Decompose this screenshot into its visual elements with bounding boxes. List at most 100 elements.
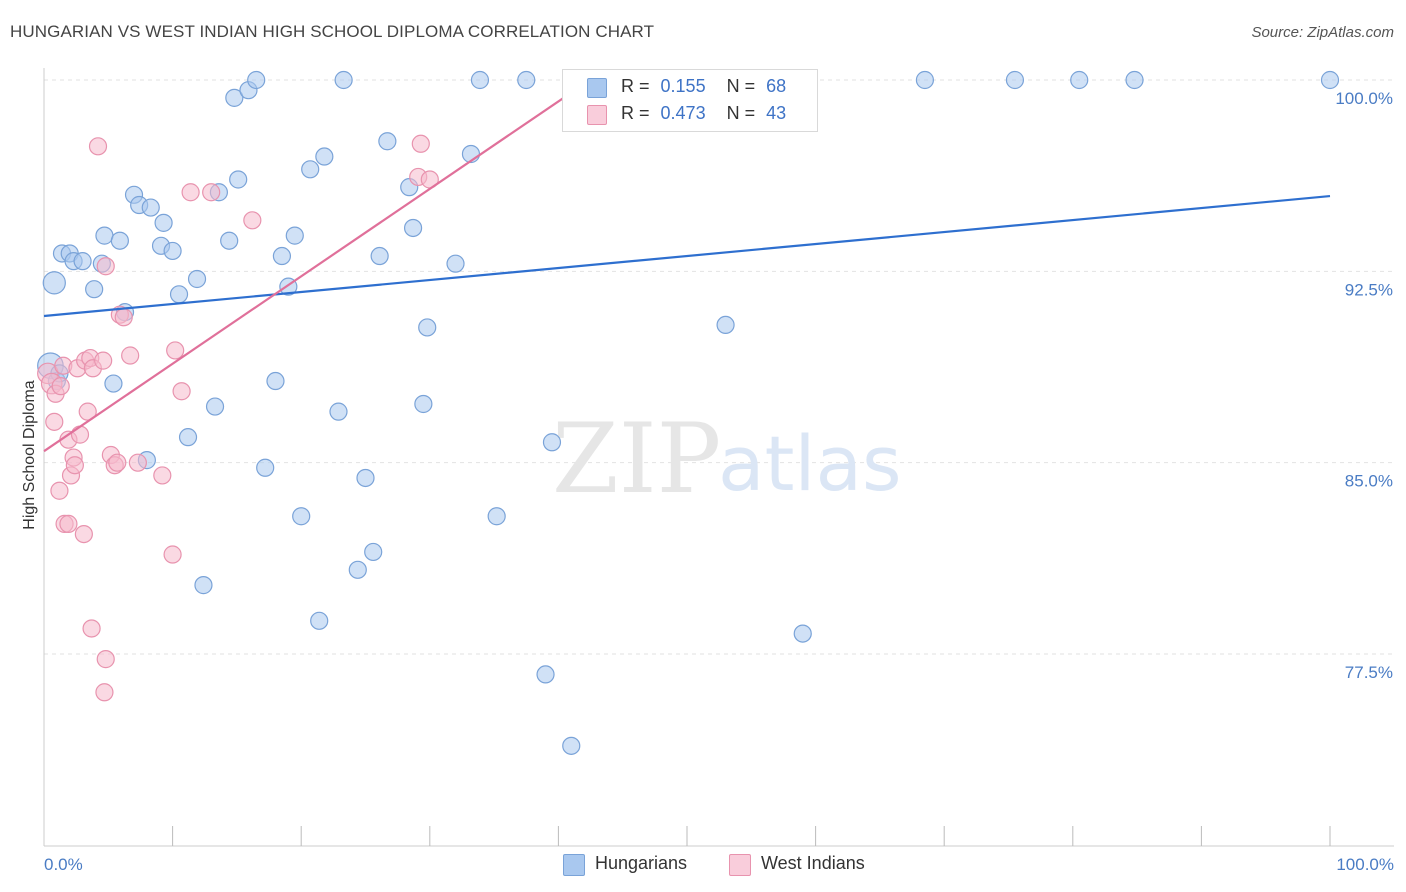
hungarian-point[interactable] <box>562 736 581 755</box>
hungarian-point[interactable] <box>285 226 304 245</box>
hungarian-point[interactable] <box>178 428 198 447</box>
west-indians-swatch <box>587 105 607 125</box>
hungarian-point[interactable] <box>414 394 433 414</box>
n-label: N = <box>726 103 756 123</box>
hungarian-point[interactable] <box>95 226 114 245</box>
west-indian-point[interactable] <box>166 341 185 360</box>
hungarian-point[interactable] <box>348 560 367 579</box>
y-tick-label: 77.5% <box>1345 663 1393 682</box>
west-indian-point[interactable] <box>94 351 113 370</box>
hungarian-point[interactable] <box>418 318 437 337</box>
hungarian-point[interactable] <box>378 132 397 151</box>
hungarian-point[interactable] <box>542 433 562 452</box>
hungarian-point[interactable] <box>1125 70 1144 90</box>
hungarian-point[interactable] <box>487 507 506 526</box>
west-indian-point[interactable] <box>411 134 430 153</box>
hungarian-point[interactable] <box>220 231 239 250</box>
r-label: R = <box>621 103 650 123</box>
west-indian-point[interactable] <box>172 382 191 401</box>
west-indian-point[interactable] <box>202 183 221 202</box>
hungarian-point[interactable] <box>229 170 248 189</box>
n-label: N = <box>726 76 756 96</box>
hungarian-point[interactable] <box>154 213 173 232</box>
hungarians-trend-line <box>43 194 1331 318</box>
hungarian-point[interactable] <box>205 397 225 416</box>
hungarian-point[interactable] <box>1005 70 1025 90</box>
hungarians-swatch <box>587 78 607 98</box>
hungarian-point[interactable] <box>104 374 123 393</box>
hungarian-point[interactable] <box>141 198 160 217</box>
west-indian-point[interactable] <box>108 453 127 472</box>
hungarian-point[interactable] <box>110 231 129 250</box>
west-indian-point[interactable] <box>88 137 108 156</box>
watermark: ZIP atlas <box>552 403 902 515</box>
west-indians-trend-line <box>43 94 569 453</box>
stats-box: R = 0.155 N = 68 R = 0.473 N = 43 <box>562 69 818 132</box>
hungarian-point[interactable] <box>225 88 244 107</box>
west-indian-point[interactable] <box>181 183 200 202</box>
hungarian-point[interactable] <box>793 624 812 643</box>
hungarian-point[interactable] <box>247 70 266 90</box>
n-value: 43 <box>766 103 787 123</box>
hungarian-point[interactable] <box>329 402 348 421</box>
hungarian-point[interactable] <box>446 254 465 273</box>
hungarian-point[interactable] <box>169 285 189 304</box>
hungarian-point[interactable] <box>315 147 334 166</box>
x-tick-label-max: 100.0% <box>1336 855 1394 874</box>
hungarian-point[interactable] <box>1320 70 1340 90</box>
west-indian-point[interactable] <box>82 619 101 638</box>
watermark-atlas: atlas <box>718 419 902 508</box>
west-indian-point[interactable] <box>153 466 172 485</box>
hungarian-point[interactable] <box>356 468 375 488</box>
hungarian-point[interactable] <box>403 218 423 238</box>
west-indian-point[interactable] <box>50 481 69 500</box>
hungarian-point[interactable] <box>470 70 490 90</box>
hungarian-point[interactable] <box>370 246 389 266</box>
legend-swatch-west-indians <box>729 854 751 876</box>
hungarian-point[interactable] <box>85 280 104 299</box>
hungarian-point[interactable] <box>194 576 213 595</box>
hungarian-point[interactable] <box>716 315 735 335</box>
hungarian-point[interactable] <box>1070 70 1089 90</box>
west-indian-point[interactable] <box>96 650 115 669</box>
trend-lines <box>43 94 1331 453</box>
west-indian-point[interactable] <box>128 453 147 472</box>
x-ticks <box>172 826 1331 846</box>
hungarian-point[interactable] <box>42 271 66 295</box>
west-indian-point[interactable] <box>65 456 84 475</box>
chart-title: HUNGARIAN VS WEST INDIAN HIGH SCHOOL DIP… <box>10 22 655 41</box>
x-tick-label-min: 0.0% <box>44 855 83 874</box>
x-tick-labels: 0.0% 100.0% <box>44 855 1394 874</box>
hungarian-point[interactable] <box>163 241 182 261</box>
hungarian-point[interactable] <box>266 371 285 391</box>
west-indian-point[interactable] <box>243 211 262 230</box>
hungarian-point[interactable] <box>301 160 320 179</box>
hungarian-point[interactable] <box>187 269 207 289</box>
hungarian-point[interactable] <box>73 252 92 271</box>
hungarian-point[interactable] <box>364 542 383 562</box>
west-indian-point[interactable] <box>121 346 140 365</box>
hungarian-point[interactable] <box>256 458 275 477</box>
hungarian-point[interactable] <box>334 70 353 90</box>
west-indians-points <box>37 134 439 702</box>
hungarian-point[interactable] <box>915 70 935 90</box>
hungarian-point[interactable] <box>292 507 311 526</box>
hungarian-point[interactable] <box>536 665 555 684</box>
west-indian-point[interactable] <box>59 514 78 533</box>
west-indian-point[interactable] <box>70 425 90 444</box>
west-indian-point[interactable] <box>45 412 64 431</box>
hungarian-point[interactable] <box>517 70 536 90</box>
y-tick-label: 85.0% <box>1345 472 1393 491</box>
y-tick-label: 100.0% <box>1335 89 1393 108</box>
west-indian-point[interactable] <box>51 377 70 396</box>
r-label: R = <box>621 76 650 96</box>
west-indian-point[interactable] <box>74 524 93 544</box>
hungarian-point[interactable] <box>272 246 292 266</box>
west-indian-point[interactable] <box>114 308 133 327</box>
west-indian-point[interactable] <box>96 257 115 276</box>
hungarian-point[interactable] <box>310 611 329 630</box>
watermark-zip: ZIP <box>552 403 721 515</box>
west-indian-point[interactable] <box>163 545 182 564</box>
west-indian-point[interactable] <box>95 683 114 702</box>
y-tick-label: 92.5% <box>1345 280 1393 299</box>
